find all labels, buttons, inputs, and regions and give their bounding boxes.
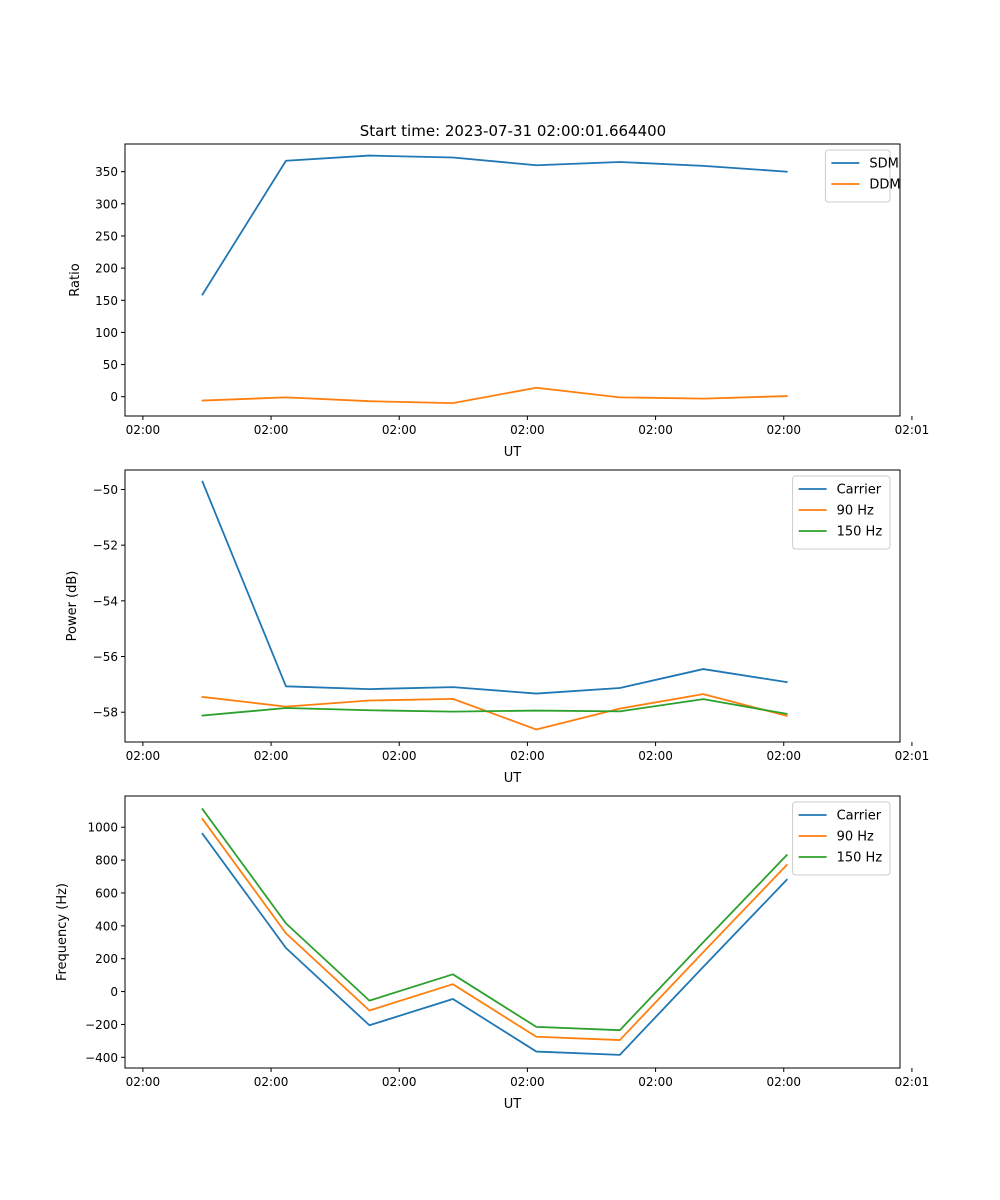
x-tick-label: 02:00 xyxy=(382,423,417,437)
series-line-ddm xyxy=(201,386,788,405)
y-axis-label: Frequency (Hz) xyxy=(55,883,70,981)
y-tick-label: 150 xyxy=(95,294,118,308)
x-tick-label: 02:00 xyxy=(510,1075,545,1089)
x-axis-label: UT xyxy=(504,771,522,786)
y-axis-label: Ratio xyxy=(68,263,83,296)
series-line-90-hz xyxy=(201,817,789,1041)
y-tick-label: 200 xyxy=(95,262,118,276)
legend-label: 150 Hz xyxy=(837,525,883,540)
series-line-150-hz xyxy=(201,807,789,1032)
panel-2: 02:00 02:00 02:00 02:00 02:00 02:00 02:01 −58 −5… xyxy=(65,469,930,786)
y-tick-label: 0 xyxy=(110,985,118,999)
panel-3: 02:00 02:00 02:00 02:00 02:00 02:00 02:01 −400 −… xyxy=(55,795,930,1112)
x-tick-label: 02:00 xyxy=(254,1075,289,1089)
x-tick-label: 02:01 xyxy=(895,423,930,437)
axes-frame xyxy=(124,795,901,1069)
series-line-carrier xyxy=(201,832,789,1056)
x-tick-label: 02:01 xyxy=(895,749,930,763)
y-tick-label: −400 xyxy=(85,1051,118,1065)
legend-label: SDM xyxy=(869,157,898,172)
y-tick-label: 300 xyxy=(95,197,118,211)
x-tick-label: 02:00 xyxy=(254,749,289,763)
axes-frame xyxy=(124,469,901,743)
y-tick-label: 350 xyxy=(95,165,118,179)
y-tick-label: 800 xyxy=(95,854,118,868)
x-tick-label: 02:00 xyxy=(126,1075,161,1089)
series-line-carrier xyxy=(201,480,788,695)
legend-label: Carrier xyxy=(837,483,882,498)
y-tick-label: −58 xyxy=(93,706,118,720)
y-tick-label: 1000 xyxy=(87,821,118,835)
series-line-150-hz xyxy=(201,698,788,717)
x-tick-label: 02:00 xyxy=(766,1075,801,1089)
legend-label: 90 Hz xyxy=(837,830,874,845)
figure-title: Start time: 2023-07-31 02:00:01.664400 xyxy=(360,122,666,140)
x-tick-label: 02:00 xyxy=(126,423,161,437)
x-tick-label: 02:00 xyxy=(766,749,801,763)
y-tick-label: 600 xyxy=(95,886,118,900)
x-tick-label: 02:00 xyxy=(766,423,801,437)
x-tick-label: 02:00 xyxy=(382,749,417,763)
legend: Carrier 90 Hz 150 Hz xyxy=(792,475,891,550)
legend-label: 90 Hz xyxy=(837,504,874,519)
y-tick-label: 250 xyxy=(95,229,118,243)
y-tick-label: −200 xyxy=(85,1018,118,1032)
legend: Carrier 90 Hz 150 Hz xyxy=(792,801,891,876)
y-tick-label: −50 xyxy=(93,483,118,497)
y-tick-label: −54 xyxy=(93,594,118,608)
x-tick-label: 02:00 xyxy=(510,423,545,437)
legend: SDM DDM xyxy=(824,149,901,203)
legend-label: DDM xyxy=(869,178,900,193)
legend-label: 150 Hz xyxy=(837,851,883,866)
x-axis-label: UT xyxy=(504,1097,522,1112)
y-tick-label: 100 xyxy=(95,326,118,340)
x-tick-label: 02:00 xyxy=(638,1075,673,1089)
y-tick-label: 400 xyxy=(95,919,118,933)
x-axis-label: UT xyxy=(504,445,522,460)
x-tick-label: 02:00 xyxy=(510,749,545,763)
y-tick-label: 0 xyxy=(110,390,118,404)
series-line-sdm xyxy=(201,154,788,296)
series-line-90-hz xyxy=(201,693,788,731)
y-tick-label: −56 xyxy=(93,650,118,664)
y-tick-label: 200 xyxy=(95,952,118,966)
x-tick-label: 02:01 xyxy=(895,1075,930,1089)
x-tick-label: 02:00 xyxy=(254,423,289,437)
x-tick-label: 02:00 xyxy=(382,1075,417,1089)
y-tick-label: −52 xyxy=(93,539,118,553)
axes-frame xyxy=(124,143,901,417)
x-tick-label: 02:00 xyxy=(638,749,673,763)
x-tick-label: 02:00 xyxy=(126,749,161,763)
x-tick-label: 02:00 xyxy=(638,423,673,437)
y-axis-label: Power (dB) xyxy=(65,571,80,642)
y-tick-label: 50 xyxy=(103,358,118,372)
panel-1: 02:00 02:00 02:00 02:00 02:00 02:00 02:01 0 50 10… xyxy=(68,143,930,460)
legend-label: Carrier xyxy=(837,809,882,824)
